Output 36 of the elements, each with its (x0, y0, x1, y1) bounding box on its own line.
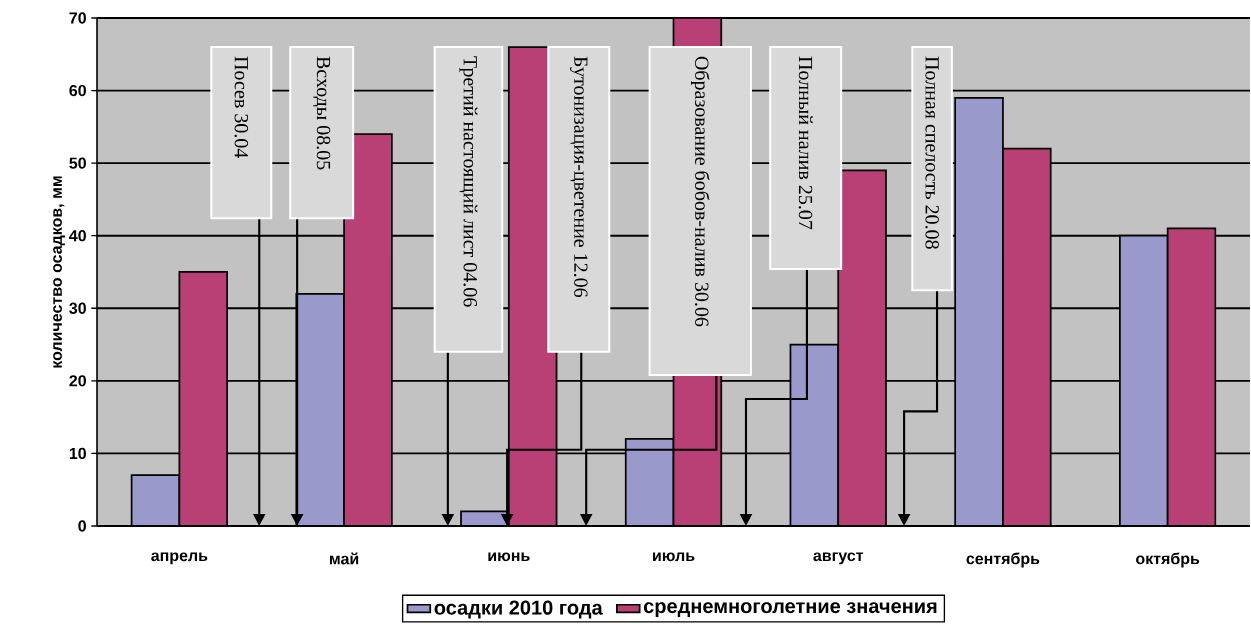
bar (954, 96, 1004, 526)
bar (1002, 147, 1052, 526)
annotation: Всходы 08.05 (313, 56, 331, 170)
legend-label: среднемноголетние значения (643, 602, 937, 618)
annotation: Бутонизация-цветение 12.06 (570, 56, 588, 298)
y-tick-label: 0 (78, 520, 86, 532)
annotation: Полная спелость 20.08 (925, 56, 939, 249)
y-tick-label: 60 (69, 84, 86, 97)
bar (624, 438, 675, 526)
x-tick-label: август (813, 552, 864, 565)
y-tick-label: 30 (69, 302, 86, 314)
bar (1166, 227, 1217, 526)
x-tick-label: сентябрь (966, 552, 1040, 568)
x-tick-label: апрель (151, 552, 208, 565)
x-tick-label: октябрь (1136, 552, 1200, 568)
y-tick-label: 10 (69, 447, 86, 460)
annotation: Посев 30.04 (234, 56, 249, 159)
annotation: Полный налив 25.07 (798, 56, 813, 230)
bar (1119, 234, 1169, 526)
y-axis-title: количество осадков, мм (53, 176, 65, 368)
bar (130, 474, 181, 526)
x-tick-label: июнь (488, 552, 530, 562)
y-tick-label: 40 (69, 230, 86, 242)
bar (178, 271, 228, 526)
bar (295, 292, 345, 526)
bar (343, 133, 393, 526)
annotation: Третий настоящий лист 04.06 (459, 56, 478, 307)
y-tick-label: 70 (69, 12, 86, 24)
y-tick-label: 50 (69, 157, 86, 169)
x-tick-label: май (330, 552, 359, 565)
legend-label: осадки 2010 года (434, 600, 603, 619)
bar (837, 169, 887, 526)
x-tick-label: июль (653, 552, 695, 562)
annotation: Образование бобов-налив 30.06 (690, 56, 710, 327)
y-tick-label: 20 (69, 375, 86, 387)
bar (789, 343, 840, 526)
